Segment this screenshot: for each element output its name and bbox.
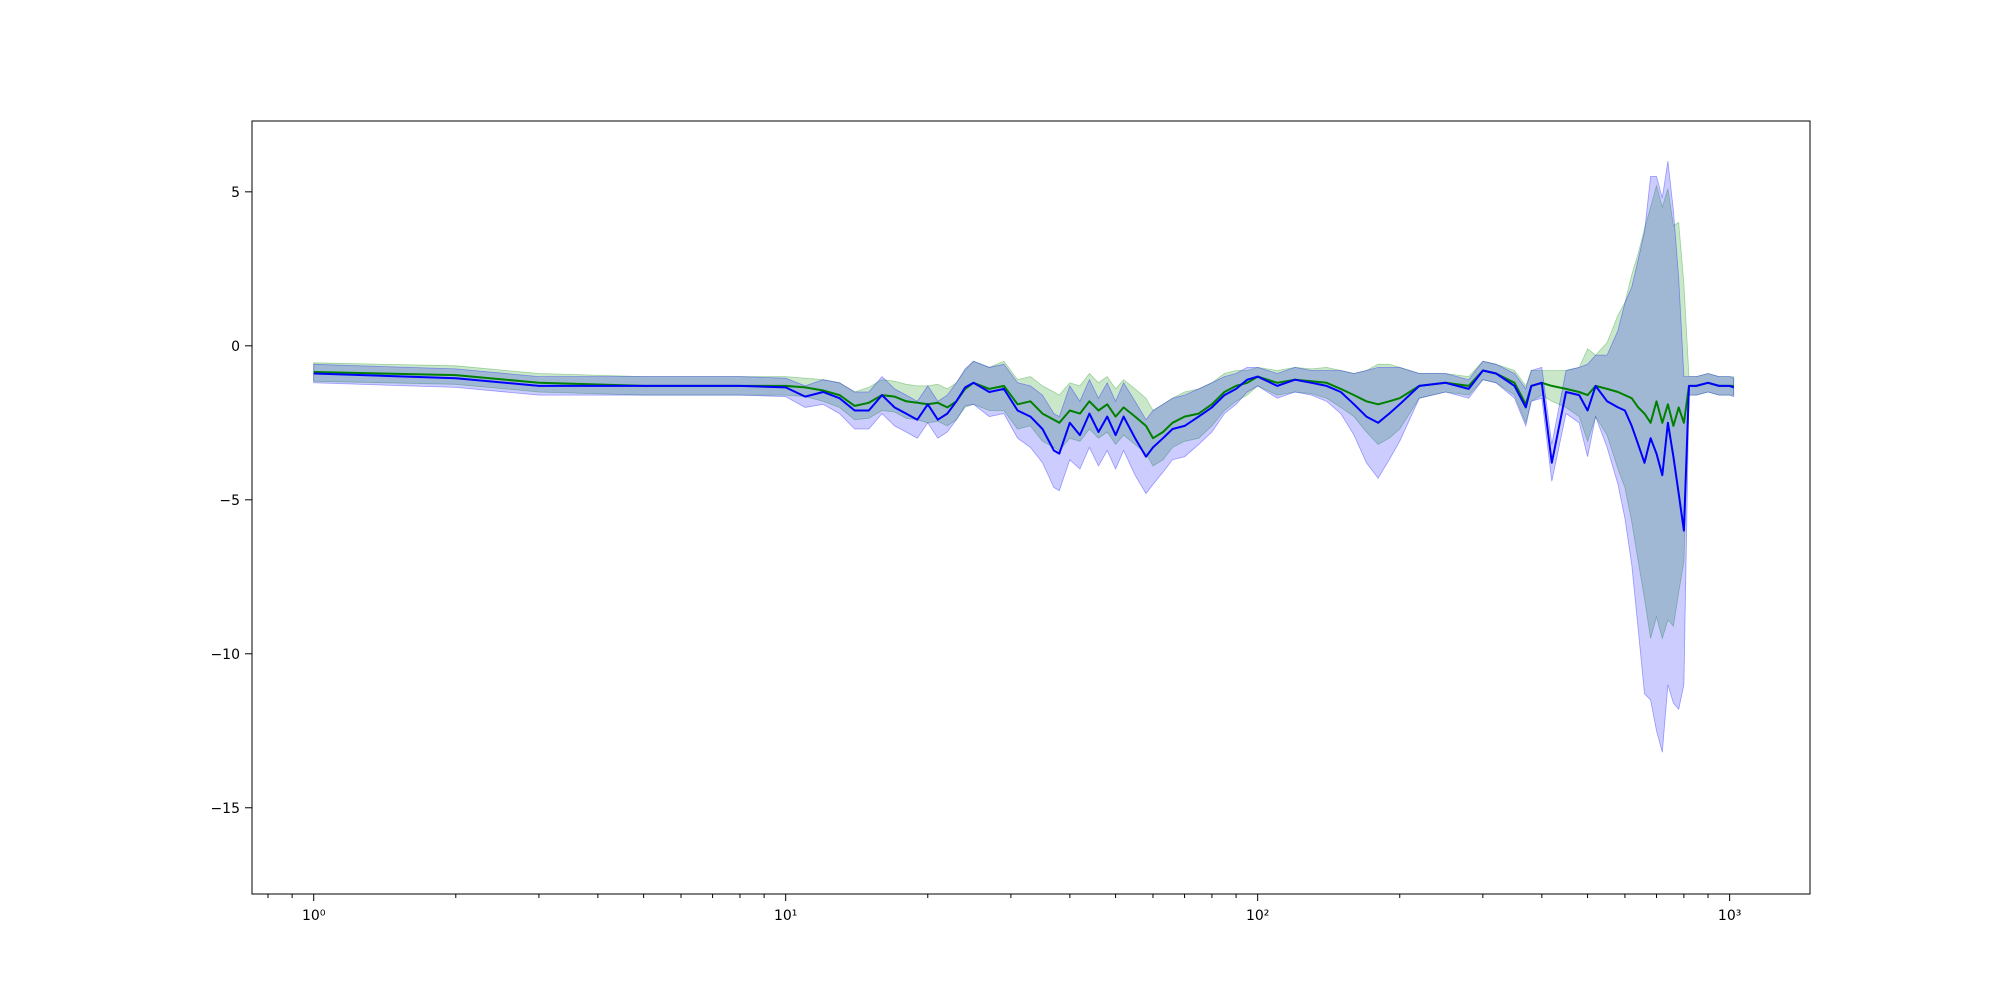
y-tick-label: −5 (219, 493, 240, 509)
series-2-line (313, 369, 1735, 532)
y-axis: 5 0 −5 −10 −15 (210, 185, 252, 817)
axes-frame (251, 120, 1811, 895)
x-axis: 10⁰ 10¹ 10² 10³ (267, 894, 1741, 924)
series-1-band (313, 184, 1735, 640)
series-2-band (313, 160, 1735, 753)
uncertainty-bands (313, 160, 1735, 753)
y-tick-label: −10 (210, 647, 240, 663)
series-lines (313, 369, 1735, 532)
plot-area (313, 160, 1735, 753)
x-tick-label: 10³ (1718, 908, 1741, 924)
x-tick-label: 10² (1246, 908, 1269, 924)
y-tick-label: −15 (210, 801, 240, 817)
y-tick-label: 0 (231, 339, 240, 355)
x-tick-label: 10¹ (774, 908, 797, 924)
x-tick-label: 10⁰ (302, 908, 326, 924)
y-tick-label: 5 (231, 185, 240, 201)
